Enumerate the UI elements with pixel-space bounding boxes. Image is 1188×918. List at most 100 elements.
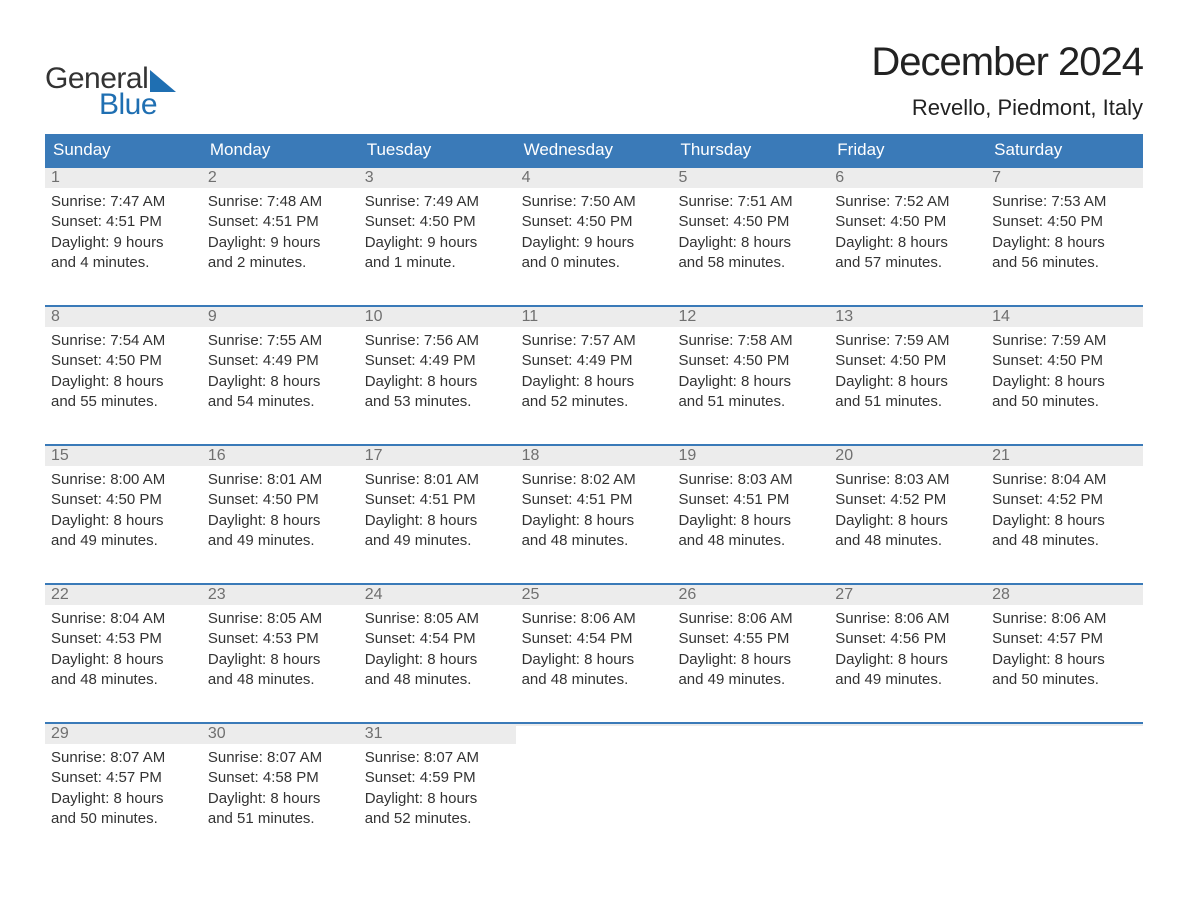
day-number: 20	[835, 447, 853, 464]
day-info: Sunrise: 8:03 AMSunset: 4:52 PMDaylight:…	[829, 466, 986, 551]
day-info-line: Sunset: 4:50 PM	[51, 351, 196, 371]
day-number: 4	[522, 169, 531, 186]
header-right: December 2024 Revello, Piedmont, Italy	[871, 40, 1143, 121]
day-cell	[672, 724, 829, 847]
week-row: 15Sunrise: 8:00 AMSunset: 4:50 PMDayligh…	[45, 444, 1143, 569]
day-number: 23	[208, 586, 226, 603]
day-info-line: Sunrise: 8:07 AM	[365, 748, 510, 768]
day-info: Sunrise: 7:59 AMSunset: 4:50 PMDaylight:…	[986, 327, 1143, 412]
day-info: Sunrise: 8:06 AMSunset: 4:54 PMDaylight:…	[516, 605, 673, 690]
week-row: 8Sunrise: 7:54 AMSunset: 4:50 PMDaylight…	[45, 305, 1143, 430]
day-info-line: Sunrise: 7:54 AM	[51, 331, 196, 351]
day-number-row: 30	[202, 724, 359, 744]
day-number-row: 24	[359, 585, 516, 605]
day-header-tue: Tuesday	[359, 134, 516, 166]
day-info-line: Sunrise: 7:55 AM	[208, 331, 353, 351]
day-info: Sunrise: 8:07 AMSunset: 4:57 PMDaylight:…	[45, 744, 202, 829]
day-info-line: and 55 minutes.	[51, 392, 196, 412]
day-info-line: Sunrise: 7:51 AM	[678, 192, 823, 212]
page-subtitle: Revello, Piedmont, Italy	[871, 95, 1143, 121]
page-title: December 2024	[871, 40, 1143, 85]
day-info-line: and 51 minutes.	[678, 392, 823, 412]
day-info-line: and 48 minutes.	[51, 670, 196, 690]
day-number-row: 27	[829, 585, 986, 605]
day-info-line: Daylight: 9 hours	[365, 233, 510, 253]
day-cell: 3Sunrise: 7:49 AMSunset: 4:50 PMDaylight…	[359, 168, 516, 291]
day-info-line: and 50 minutes.	[992, 392, 1137, 412]
day-number: 6	[835, 169, 844, 186]
day-info-line: Sunrise: 7:59 AM	[835, 331, 980, 351]
day-number: 25	[522, 586, 540, 603]
day-number-row: 12	[672, 307, 829, 327]
day-info-line: Sunrise: 8:06 AM	[992, 609, 1137, 629]
day-info-line: Daylight: 8 hours	[835, 372, 980, 392]
day-info-line: and 48 minutes.	[208, 670, 353, 690]
day-number: 29	[51, 725, 69, 742]
day-info: Sunrise: 7:57 AMSunset: 4:49 PMDaylight:…	[516, 327, 673, 412]
day-number: 26	[678, 586, 696, 603]
day-cell: 30Sunrise: 8:07 AMSunset: 4:58 PMDayligh…	[202, 724, 359, 847]
day-info: Sunrise: 7:59 AMSunset: 4:50 PMDaylight:…	[829, 327, 986, 412]
day-info-line: Daylight: 8 hours	[208, 511, 353, 531]
day-info-line: and 49 minutes.	[835, 670, 980, 690]
day-info-line: Daylight: 8 hours	[992, 233, 1137, 253]
day-info-line: Daylight: 8 hours	[835, 511, 980, 531]
day-info-line: Sunset: 4:50 PM	[678, 212, 823, 232]
day-number: 8	[51, 308, 60, 325]
day-info: Sunrise: 7:48 AMSunset: 4:51 PMDaylight:…	[202, 188, 359, 273]
day-cell: 24Sunrise: 8:05 AMSunset: 4:54 PMDayligh…	[359, 585, 516, 708]
day-info-line: Sunset: 4:51 PM	[51, 212, 196, 232]
day-info-line: and 56 minutes.	[992, 253, 1137, 273]
day-number: 31	[365, 725, 383, 742]
day-info-line: Daylight: 8 hours	[365, 650, 510, 670]
day-number: 19	[678, 447, 696, 464]
brand-word-blue: Blue	[99, 88, 176, 122]
day-info-line: Daylight: 8 hours	[678, 233, 823, 253]
brand-logo: General Blue	[45, 62, 176, 122]
day-number-row: 17	[359, 446, 516, 466]
day-cell: 22Sunrise: 8:04 AMSunset: 4:53 PMDayligh…	[45, 585, 202, 708]
day-info-line: Sunset: 4:49 PM	[208, 351, 353, 371]
day-info: Sunrise: 8:02 AMSunset: 4:51 PMDaylight:…	[516, 466, 673, 551]
day-info: Sunrise: 8:04 AMSunset: 4:52 PMDaylight:…	[986, 466, 1143, 551]
day-number-row: 7	[986, 168, 1143, 188]
day-info-line: Sunset: 4:50 PM	[51, 490, 196, 510]
day-cell: 6Sunrise: 7:52 AMSunset: 4:50 PMDaylight…	[829, 168, 986, 291]
day-info-line: Sunset: 4:50 PM	[365, 212, 510, 232]
day-info-line: Sunset: 4:53 PM	[51, 629, 196, 649]
day-number-row: 16	[202, 446, 359, 466]
week-row: 22Sunrise: 8:04 AMSunset: 4:53 PMDayligh…	[45, 583, 1143, 708]
day-info-line: Sunrise: 8:07 AM	[208, 748, 353, 768]
day-number-row: 2	[202, 168, 359, 188]
day-cell: 5 Sunrise: 7:51 AMSunset: 4:50 PMDaylight…	[672, 168, 829, 291]
day-cell: 11Sunrise: 7:57 AMSunset: 4:49 PMDayligh…	[516, 307, 673, 430]
day-info: Sunrise: 7:54 AMSunset: 4:50 PMDaylight:…	[45, 327, 202, 412]
day-info-line: Sunrise: 8:02 AM	[522, 470, 667, 490]
day-number-row: 5	[672, 168, 829, 188]
day-cell	[829, 724, 986, 847]
day-number: 2	[208, 169, 217, 186]
day-number-row: 8	[45, 307, 202, 327]
day-number-row	[672, 724, 829, 726]
day-info-line: Sunset: 4:55 PM	[678, 629, 823, 649]
day-info-line: Daylight: 8 hours	[51, 650, 196, 670]
day-number-row: 29	[45, 724, 202, 744]
day-info: Sunrise: 8:01 AMSunset: 4:50 PMDaylight:…	[202, 466, 359, 551]
day-cell: 28Sunrise: 8:06 AMSunset: 4:57 PMDayligh…	[986, 585, 1143, 708]
day-info: Sunrise: 7:49 AMSunset: 4:50 PMDaylight:…	[359, 188, 516, 273]
day-info-line: Daylight: 8 hours	[835, 650, 980, 670]
week-row: 29 Sunrise: 8:07 AMSunset: 4:57 PMDayligh…	[45, 722, 1143, 847]
day-info-line: Sunrise: 7:59 AM	[992, 331, 1137, 351]
day-info-line: Sunrise: 7:56 AM	[365, 331, 510, 351]
day-number-row: 9	[202, 307, 359, 327]
day-info-line: Sunrise: 8:00 AM	[51, 470, 196, 490]
day-cell: 2 Sunrise: 7:48 AMSunset: 4:51 PMDaylight…	[202, 168, 359, 291]
day-cell: 19Sunrise: 8:03 AMSunset: 4:51 PMDayligh…	[672, 446, 829, 569]
day-header-thu: Thursday	[672, 134, 829, 166]
day-info-line: Daylight: 8 hours	[992, 511, 1137, 531]
day-number-row: 3	[359, 168, 516, 188]
day-header-mon: Monday	[202, 134, 359, 166]
weeks-container: 1Sunrise: 7:47 AMSunset: 4:51 PMDaylight…	[45, 166, 1143, 847]
day-cell: 23Sunrise: 8:05 AMSunset: 4:53 PMDayligh…	[202, 585, 359, 708]
day-number-row: 23	[202, 585, 359, 605]
